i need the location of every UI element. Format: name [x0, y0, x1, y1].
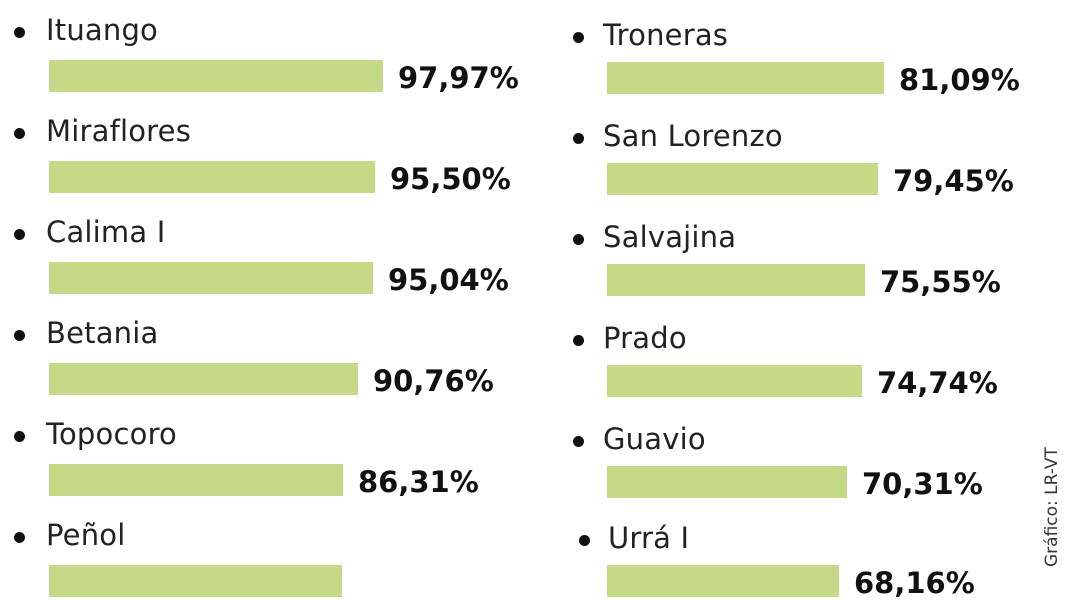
bar [607, 365, 862, 397]
category-label: Guavio [603, 422, 706, 456]
bar [607, 466, 847, 498]
bar [49, 464, 343, 496]
bar [49, 363, 358, 395]
bullet-icon [573, 234, 584, 245]
category-label: Prado [603, 321, 687, 355]
bar [607, 163, 878, 195]
value-label: 74,74% [877, 366, 998, 400]
category-label: Miraflores [46, 114, 192, 148]
value-label: 81,09% [899, 63, 1020, 97]
bar [49, 60, 383, 92]
bar [49, 565, 342, 597]
bullet-icon [14, 229, 25, 240]
bar [607, 62, 884, 94]
category-label: Calima I [46, 215, 166, 249]
bar [607, 264, 865, 296]
category-label: San Lorenzo [603, 119, 783, 153]
bar [607, 565, 839, 597]
bullet-icon [14, 330, 25, 341]
bar [49, 161, 375, 193]
bullet-icon [573, 335, 584, 346]
bar [49, 262, 373, 294]
category-label: Peñol [46, 518, 126, 552]
value-label: 75,55% [880, 265, 1001, 299]
bullet-icon [573, 133, 584, 144]
category-label: Betania [46, 316, 159, 350]
bullet-icon [14, 431, 25, 442]
bullet-icon [573, 32, 584, 43]
value-label: 70,31% [862, 467, 983, 501]
value-label: 68,16% [854, 566, 975, 600]
value-label: 86,31% [358, 465, 479, 499]
bullet-icon [14, 27, 25, 38]
category-label: Salvajina [603, 220, 737, 254]
value-label: 79,45% [893, 164, 1014, 198]
category-label: Ituango [46, 13, 159, 47]
category-label: Topocoro [46, 417, 177, 451]
value-label: 95,50% [390, 162, 511, 196]
bullet-icon [14, 532, 25, 543]
bullet-icon [573, 436, 584, 447]
value-label: 97,97% [398, 61, 519, 95]
category-label: Troneras [603, 18, 729, 52]
value-label: 95,04% [388, 263, 509, 297]
value-label: 90,76% [373, 364, 494, 398]
credit-label: Gráfico: LR-VT [1042, 447, 1062, 567]
bullet-icon [579, 535, 590, 546]
bullet-icon [14, 128, 25, 139]
category-label: Urrá I [608, 521, 690, 555]
